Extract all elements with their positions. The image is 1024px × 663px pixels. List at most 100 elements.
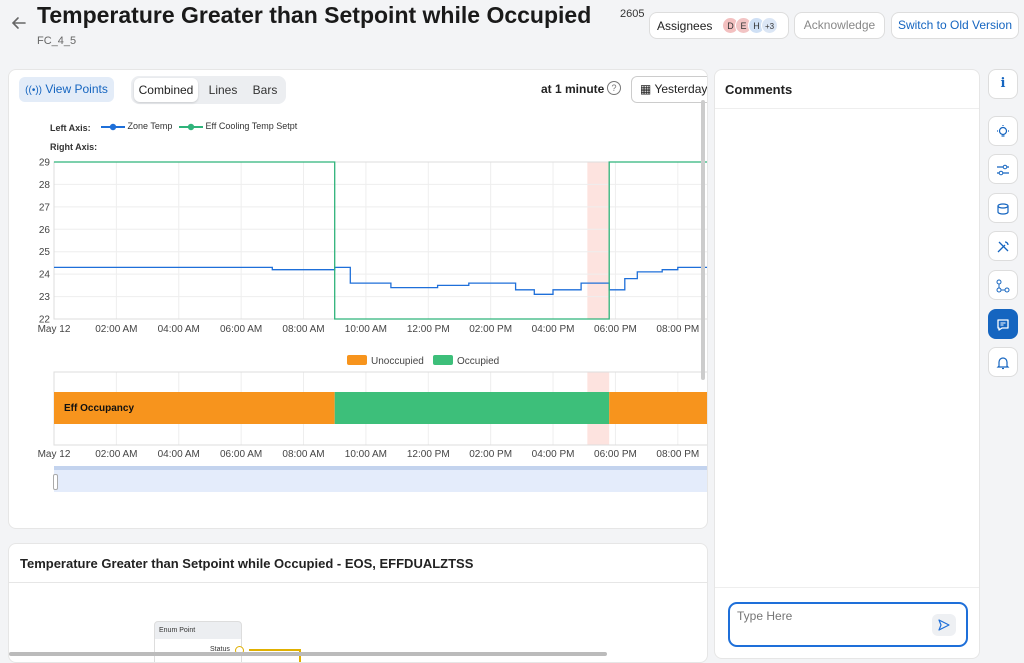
x-tick-label: 12:00 PM — [407, 324, 450, 335]
send-button[interactable] — [932, 614, 956, 636]
divider — [715, 108, 979, 109]
connector-line — [249, 649, 301, 651]
x-tick-label: 04:00 PM — [532, 449, 575, 460]
comment-input[interactable] — [737, 608, 917, 624]
database-icon[interactable] — [988, 193, 1018, 223]
page-subtitle: FC_4_5 — [37, 35, 77, 47]
y-tick-label: 29 — [39, 158, 51, 169]
y-tick-label: 28 — [39, 180, 51, 191]
x-tick-label: 06:00 AM — [220, 324, 262, 335]
sliders-icon[interactable] — [988, 154, 1018, 184]
header: Temperature Greater than Setpoint while … — [0, 0, 1024, 62]
node-port-label: Status — [210, 646, 230, 653]
setpoint-line[interactable] — [54, 161, 708, 320]
x-tick-label: 02:00 PM — [469, 449, 512, 460]
info-icon[interactable]: i — [988, 69, 1018, 99]
view-points-button[interactable]: ((•)) View Points — [19, 77, 114, 102]
help-icon[interactable]: ? — [607, 81, 621, 95]
x-tick-label: 04:00 AM — [158, 324, 200, 335]
send-icon — [938, 619, 950, 631]
node-body — [155, 639, 241, 662]
diagram-card: Temperature Greater than Setpoint while … — [8, 543, 708, 663]
occupancy-legend-label: Occupied — [457, 356, 499, 367]
zone-temp-line[interactable] — [54, 266, 708, 295]
occupancy-chart: Unoccupied Occupied May 12 02:00 AM 04:00 AM… — [38, 355, 708, 460]
avatar-more-badge: +3 — [761, 17, 778, 34]
chart-card: ((•)) View Points Combined Lines Bars at… — [8, 69, 708, 529]
occupancy-bar-segment[interactable] — [54, 392, 335, 424]
assignees-button[interactable]: Assignees D E H +3 — [649, 12, 789, 39]
tab-bars[interactable]: Bars — [252, 83, 278, 97]
line-chart: May 12 02:00 AM 04:00 AM 06:00 AM 08:00 AM 10… — [38, 158, 708, 335]
x-tick-label: 08:00 AM — [282, 449, 324, 460]
tab-lines[interactable]: Lines — [208, 83, 238, 97]
page-title: Temperature Greater than Setpoint while … — [37, 2, 592, 28]
occupancy-bar-segment[interactable] — [334, 392, 610, 424]
plot-frame — [53, 161, 707, 320]
x-tick-label: 02:00 AM — [95, 449, 137, 460]
legend-setpoint[interactable]: Eff Cooling Temp Setpt — [179, 121, 297, 132]
enum-point-node[interactable]: Enum Point Status — [154, 621, 244, 662]
view-points-icon: ((•)) — [25, 85, 42, 96]
left-axis-label: Left Axis: — [50, 123, 91, 133]
right-axis-label: Right Axis: — [50, 142, 98, 152]
date-picker[interactable]: ▦ Yesterday — [631, 76, 708, 103]
occupancy-legend-swatch — [347, 355, 367, 365]
calendar-icon: ▦ — [640, 82, 652, 96]
switch-old-version-button[interactable]: Switch to Old Version — [891, 12, 1019, 39]
date-label: Yesterday — [654, 82, 708, 96]
scrollbar-handle[interactable] — [53, 474, 58, 490]
comments-title: Comments — [725, 82, 793, 97]
x-tick-label: 06:00 PM — [594, 324, 637, 335]
x-tick-label: May 12 — [38, 449, 71, 460]
x-tick-label: 08:00 PM — [656, 449, 699, 460]
time-range-scrollbar[interactable] — [54, 466, 707, 492]
comment-icon[interactable] — [988, 309, 1018, 339]
y-tick-label: 25 — [39, 247, 51, 258]
y-tick-label: 26 — [39, 225, 51, 236]
acknowledge-button[interactable]: Acknowledge — [794, 12, 885, 39]
x-tick-label: 08:00 PM — [656, 324, 699, 335]
bell-icon[interactable] — [988, 347, 1018, 377]
x-tick-label: 10:00 AM — [345, 449, 387, 460]
x-tick-label: 12:00 PM — [407, 449, 450, 460]
occupancy-row-label: Eff Occupancy — [64, 403, 134, 414]
y-tick-label: 27 — [39, 202, 51, 213]
x-tick-label: 02:00 AM — [95, 324, 137, 335]
vertical-scrollbar[interactable] — [701, 100, 705, 380]
y-tick-label: 22 — [39, 315, 51, 326]
x-tick-label: 06:00 PM — [594, 449, 637, 460]
assignees-label: Assignees — [657, 19, 713, 33]
legend-zone-temp-label: Zone Temp — [127, 121, 173, 131]
divider — [9, 582, 707, 583]
comments-panel: Comments — [714, 69, 980, 659]
lightbulb-icon[interactable] — [988, 116, 1018, 146]
y-tick-label: 24 — [39, 270, 51, 281]
tools-icon[interactable] — [988, 231, 1018, 261]
title-suffix: 2605 — [620, 8, 645, 20]
occupancy-legend-swatch — [433, 355, 453, 365]
comment-input-box[interactable] — [728, 602, 968, 647]
x-tick-label: 10:00 AM — [345, 324, 387, 335]
node-title: Enum Point — [159, 627, 196, 634]
x-tick-label: 02:00 PM — [469, 324, 512, 335]
workflow-icon[interactable] — [988, 270, 1018, 300]
x-tick-label: 04:00 PM — [532, 324, 575, 335]
back-arrow-icon[interactable] — [10, 14, 30, 34]
horizontal-scrollbar[interactable] — [9, 652, 607, 656]
legend-setpoint-label: Eff Cooling Temp Setpt — [205, 121, 298, 131]
x-tick-label: May 12 — [38, 324, 71, 335]
chart-mode-tabs: Combined Lines Bars — [131, 76, 286, 104]
divider — [715, 587, 979, 588]
interval-label: at 1 minute — [541, 82, 605, 96]
legend-zone-temp[interactable]: Zone Temp — [101, 121, 172, 132]
x-tick-label: 08:00 AM — [282, 324, 324, 335]
highlight-band — [587, 162, 610, 319]
occupancy-bar-segment[interactable] — [609, 392, 708, 424]
tab-combined[interactable]: Combined — [134, 78, 198, 102]
occupancy-legend-label: Unoccupied — [371, 356, 424, 367]
x-tick-label: 06:00 AM — [220, 449, 262, 460]
view-points-label: View Points — [45, 82, 108, 96]
x-tick-label: 04:00 AM — [158, 449, 200, 460]
y-tick-label: 23 — [39, 292, 51, 303]
